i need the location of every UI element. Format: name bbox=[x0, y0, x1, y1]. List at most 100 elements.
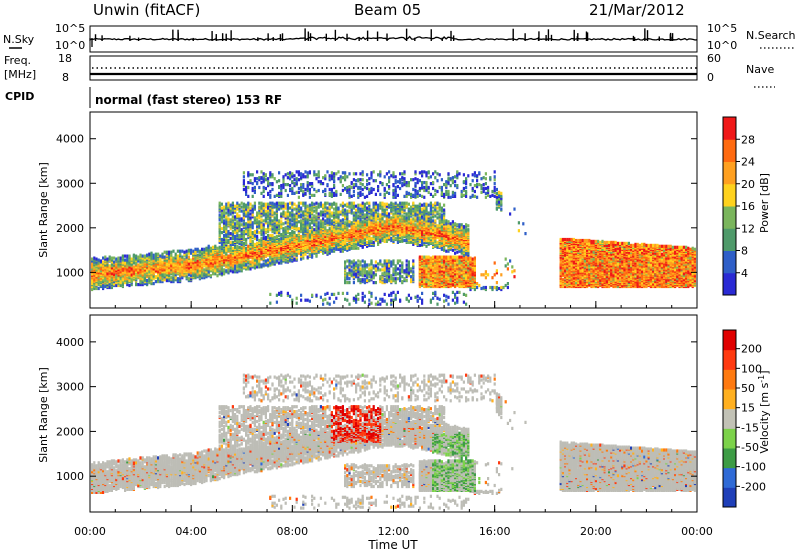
power-cell bbox=[374, 260, 377, 264]
power-cell bbox=[335, 225, 338, 229]
power-cell bbox=[275, 259, 278, 263]
power-cell bbox=[341, 176, 344, 180]
power-cell bbox=[247, 205, 250, 209]
power-cell bbox=[95, 265, 98, 269]
power-cell bbox=[110, 266, 113, 270]
power-cell bbox=[361, 244, 364, 248]
power-cell bbox=[231, 270, 234, 274]
power-cell bbox=[405, 238, 408, 243]
power-cell bbox=[344, 186, 347, 191]
power-cell bbox=[355, 183, 358, 187]
power-cell bbox=[403, 201, 406, 205]
power-cell bbox=[289, 294, 292, 298]
power-cell bbox=[234, 231, 237, 235]
power-cell bbox=[330, 205, 333, 209]
power-cell bbox=[396, 209, 399, 213]
power-cell bbox=[256, 170, 259, 174]
power-cell bbox=[361, 272, 364, 276]
power-cell bbox=[322, 189, 325, 194]
power-cell bbox=[352, 259, 355, 263]
power-cell bbox=[181, 255, 184, 259]
power-cell bbox=[227, 213, 230, 217]
power-cell bbox=[304, 298, 307, 302]
power-cell bbox=[330, 202, 333, 206]
power-cell bbox=[361, 259, 364, 263]
power-cell bbox=[132, 265, 135, 269]
power-cell bbox=[388, 215, 391, 219]
power-cell bbox=[289, 171, 292, 175]
power-cell bbox=[311, 253, 314, 257]
power-cell bbox=[293, 178, 296, 182]
power-cell bbox=[179, 252, 182, 256]
power-cell bbox=[297, 201, 300, 205]
power-cell bbox=[381, 212, 384, 216]
power-cell bbox=[143, 274, 146, 278]
power-cell bbox=[300, 227, 303, 231]
power-cell bbox=[346, 222, 349, 226]
power-cell bbox=[328, 174, 331, 178]
power-cell bbox=[209, 246, 212, 250]
power-cell bbox=[251, 263, 254, 267]
power-cell bbox=[381, 268, 384, 272]
power-cell bbox=[190, 274, 193, 278]
power-cell bbox=[242, 202, 245, 206]
power-cell bbox=[179, 249, 182, 253]
power-cell bbox=[300, 219, 303, 223]
power-cell bbox=[278, 291, 281, 295]
power-cell bbox=[119, 262, 122, 266]
power-cell bbox=[306, 184, 309, 188]
power-cell bbox=[352, 201, 355, 205]
power-cell bbox=[394, 236, 397, 241]
power-cell bbox=[163, 258, 166, 262]
power-cell bbox=[394, 193, 397, 197]
power-cell bbox=[315, 231, 318, 235]
power-cell bbox=[370, 216, 373, 220]
power-cell bbox=[157, 272, 160, 276]
power-cell bbox=[289, 184, 292, 188]
power-cell bbox=[379, 268, 382, 272]
power-cell bbox=[286, 234, 289, 239]
power-cell bbox=[275, 201, 278, 205]
power-cell bbox=[405, 263, 408, 267]
power-cell bbox=[293, 219, 296, 223]
power-cell bbox=[374, 201, 377, 205]
power-cell bbox=[121, 283, 124, 287]
power-cell bbox=[176, 249, 179, 253]
power-cell bbox=[368, 298, 371, 302]
power-cell bbox=[383, 266, 386, 270]
power-cell bbox=[300, 298, 303, 302]
freq-tick-bottom: 8 bbox=[62, 71, 69, 84]
power-cell bbox=[280, 236, 283, 241]
power-cell bbox=[236, 220, 239, 224]
power-cell bbox=[293, 174, 296, 178]
power-cell bbox=[350, 181, 353, 185]
power-cell bbox=[337, 291, 340, 295]
power-cell bbox=[249, 228, 252, 232]
power-cell bbox=[152, 282, 155, 286]
power-cell bbox=[311, 216, 314, 220]
power-cell bbox=[238, 239, 241, 243]
power-cell bbox=[119, 259, 122, 263]
power-cell bbox=[229, 240, 232, 244]
power-cell bbox=[95, 283, 98, 287]
power-cell bbox=[385, 239, 388, 243]
power-cell bbox=[260, 263, 263, 267]
power-cell bbox=[148, 270, 151, 274]
power-cell bbox=[390, 174, 393, 178]
power-cell bbox=[344, 260, 347, 264]
power-cell bbox=[135, 283, 138, 287]
power-cell bbox=[280, 184, 283, 188]
power-cell bbox=[242, 234, 245, 239]
power-cell bbox=[229, 248, 232, 252]
power-cell bbox=[403, 180, 406, 184]
power-cell bbox=[137, 283, 140, 287]
power-cell bbox=[352, 242, 355, 246]
power-cell bbox=[394, 296, 397, 300]
power-cell bbox=[304, 225, 307, 229]
power-cell bbox=[359, 182, 362, 186]
power-cell bbox=[295, 296, 298, 300]
power-cell bbox=[302, 253, 305, 257]
power-cell bbox=[104, 255, 107, 259]
power-cell bbox=[328, 191, 331, 195]
power-cell bbox=[264, 228, 267, 232]
